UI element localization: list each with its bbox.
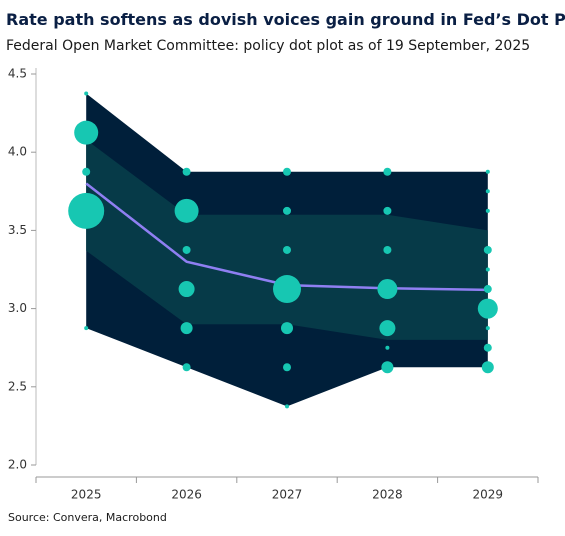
dot — [84, 91, 89, 96]
x-tick-label: 2029 — [473, 488, 504, 502]
dot — [283, 167, 291, 176]
dot — [377, 279, 398, 300]
dot — [481, 361, 494, 374]
y-tick-label: 4.0 — [8, 145, 27, 159]
x-tick-label: 2027 — [272, 488, 303, 502]
dot — [485, 208, 490, 213]
chart-subtitle: Federal Open Market Committee: policy do… — [6, 38, 530, 54]
dot — [485, 189, 490, 194]
dot — [379, 320, 396, 337]
y-tick-label: 2.0 — [8, 458, 27, 472]
chart-title: Rate path softens as dovish voices gain … — [6, 10, 565, 29]
y-tick-label: 2.5 — [8, 379, 27, 393]
y-tick-label: 3.5 — [8, 223, 27, 237]
dot — [483, 343, 492, 352]
dot — [483, 245, 492, 254]
dot — [381, 361, 394, 374]
dot — [385, 345, 390, 350]
dot — [178, 281, 195, 298]
dot — [485, 267, 490, 272]
dot — [182, 167, 191, 176]
dot — [383, 206, 392, 215]
dot — [283, 363, 291, 372]
dot — [483, 285, 492, 294]
dot — [281, 322, 293, 335]
dot — [84, 326, 89, 331]
x-tick-label: 2028 — [372, 488, 403, 502]
y-tick-label: 3.0 — [8, 301, 27, 315]
dot — [174, 198, 199, 223]
x-tick-label: 2025 — [71, 488, 102, 502]
dot — [285, 404, 289, 409]
dot — [485, 169, 490, 174]
source-note: Source: Convera, Macrobond — [8, 511, 167, 524]
dot — [68, 192, 105, 229]
dot — [182, 245, 191, 254]
x-tick-label: 2026 — [171, 488, 202, 502]
dot — [180, 322, 193, 335]
dot — [383, 245, 392, 254]
dot — [485, 326, 490, 331]
dot — [383, 167, 392, 176]
y-tick-label: 4.5 — [8, 67, 27, 81]
dot — [82, 167, 91, 176]
dot — [283, 245, 291, 254]
dot — [477, 298, 498, 319]
dot — [182, 363, 191, 372]
dot — [283, 206, 291, 215]
dot — [74, 120, 99, 145]
dot — [273, 275, 301, 304]
